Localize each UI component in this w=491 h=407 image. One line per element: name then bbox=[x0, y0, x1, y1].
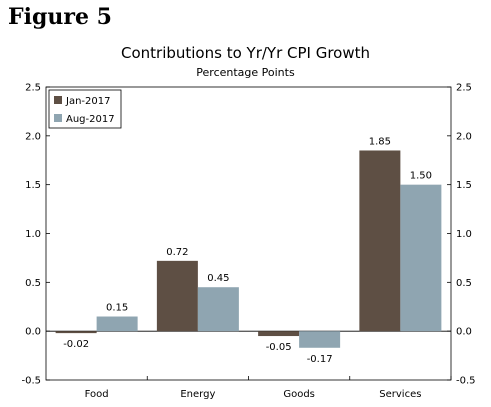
data-label: -0.02 bbox=[63, 339, 89, 350]
bar-aug-2017-energy bbox=[197, 287, 239, 332]
bar-aug-2017-food bbox=[96, 316, 138, 332]
y-tick-label-left: 0.5 bbox=[25, 278, 41, 289]
data-label: -0.17 bbox=[307, 354, 333, 365]
y-tick-label-left: 1.5 bbox=[25, 180, 41, 191]
y-tick-label-right: 1.0 bbox=[456, 229, 472, 240]
y-tick-label-left: -0.5 bbox=[21, 376, 41, 387]
legend-label-jan-2017: Jan-2017 bbox=[65, 96, 110, 107]
x-tick-label-energy: Energy bbox=[180, 389, 215, 400]
bar-aug-2017-goods bbox=[299, 331, 341, 348]
y-tick-label-right: 2.0 bbox=[456, 131, 472, 142]
data-label: -0.05 bbox=[266, 342, 292, 353]
bar-jan-2017-services bbox=[359, 150, 401, 332]
legend-swatch-jan-2017 bbox=[54, 96, 62, 104]
legend: Jan-2017 Aug-2017 bbox=[48, 89, 122, 129]
x-tick-label-goods: Goods bbox=[283, 389, 315, 400]
data-label: 1.85 bbox=[369, 136, 391, 147]
y-tick-label-left: 1.0 bbox=[25, 229, 41, 240]
x-tick-label-food: Food bbox=[85, 389, 109, 400]
chart-subtitle: Percentage Points bbox=[196, 66, 295, 79]
legend-swatch-aug-2017 bbox=[54, 114, 62, 122]
y-tick-label-left: 2.5 bbox=[25, 83, 41, 94]
bar-aug-2017-services bbox=[400, 184, 442, 332]
x-tick-label-services: Services bbox=[379, 389, 421, 400]
data-label: 0.72 bbox=[166, 247, 188, 258]
y-tick-label-left: 2.0 bbox=[25, 131, 41, 142]
chart-title: Contributions to Yr/Yr CPI Growth bbox=[120, 44, 371, 62]
data-label: 1.50 bbox=[410, 171, 432, 182]
legend-label-aug-2017: Aug-2017 bbox=[66, 114, 115, 125]
bar-jan-2017-food bbox=[55, 331, 97, 334]
bar-jan-2017-energy bbox=[156, 260, 198, 332]
y-tick-label-left: 0.0 bbox=[25, 327, 41, 338]
data-label: 0.45 bbox=[207, 273, 229, 284]
y-tick-label-right: 0.0 bbox=[456, 327, 472, 338]
y-tick-label-right: 1.5 bbox=[456, 180, 472, 191]
y-tick-label-right: 0.5 bbox=[456, 278, 472, 289]
y-tick-label-right: -0.5 bbox=[456, 376, 476, 387]
figure-label: Figure 5 bbox=[8, 4, 112, 30]
y-tick-label-right: 2.5 bbox=[456, 83, 472, 94]
bar-jan-2017-goods bbox=[258, 331, 300, 337]
data-label: 0.15 bbox=[106, 303, 128, 314]
